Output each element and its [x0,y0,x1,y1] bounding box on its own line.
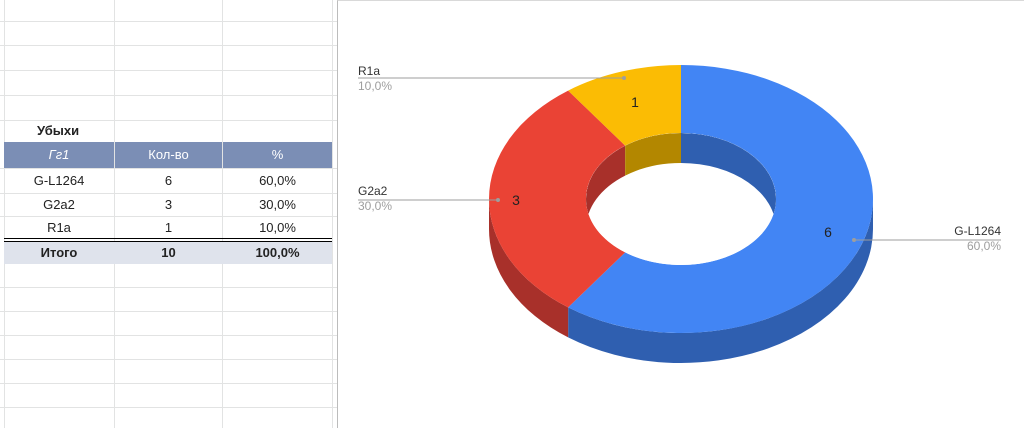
total-percent[interactable]: 100,0% [255,245,300,260]
double-border-bottom [4,241,332,242]
table-cell[interactable]: R1a [47,220,71,235]
table-cell[interactable]: 3 [164,197,173,212]
label-G-L1264: G-L1264 [954,224,1001,238]
label-percent: 30,0% [358,199,392,213]
table-title[interactable]: Убыхи [37,123,80,138]
slice-R1a [568,65,681,146]
table-cell[interactable]: 60,0% [259,173,296,188]
total-count[interactable]: 10 [161,245,176,260]
donut-chart[interactable]: 6 G-L1264 60,0% 3 G2a2 30,0% 1 R1a 10,0% [337,0,1024,428]
header-cell-bg [115,142,222,168]
double-border-top [4,238,332,239]
column-header[interactable]: Кол-во [148,147,189,162]
leader-dot [496,198,500,202]
table-cell[interactable]: 10,0% [259,220,296,235]
table-cell[interactable]: 30,0% [259,197,296,212]
leader-dot [622,76,626,80]
slice-inner-wall [625,133,681,176]
spreadsheet-grid[interactable]: Убыхи Гг1 Кол-во % G-L1264 6 60,0% G2a2 … [0,0,337,428]
column-header[interactable]: Гг1 [48,147,70,162]
slice-G-L1264 [568,65,874,333]
table-cell[interactable]: 6 [164,173,173,188]
table-cell[interactable]: G2a2 [43,197,75,212]
label-percent: 60,0% [967,239,1001,253]
slice-value-label: 6 [824,224,832,240]
total-label[interactable]: Итого [40,245,78,260]
label-percent: 10,0% [358,79,392,93]
slice-outer-wall [568,199,873,363]
slice-outer-wall [489,199,569,338]
column-header[interactable]: % [271,147,284,162]
label-R1a: R1a [358,64,380,78]
label-G2a2: G2a2 [358,184,388,198]
table-cell[interactable]: G-L1264 [33,173,85,188]
slice-value-label: 1 [631,94,639,110]
slice-value-label: 3 [512,192,520,208]
slice-inner-wall [586,145,626,229]
total-row-bg [4,242,332,264]
header-cell-bg [223,142,332,168]
slice-inner-wall [681,133,776,229]
leader-dot [852,238,856,242]
slice-G2a2 [489,90,626,308]
header-cell-bg [4,142,114,168]
table-cell[interactable]: 1 [164,220,173,235]
